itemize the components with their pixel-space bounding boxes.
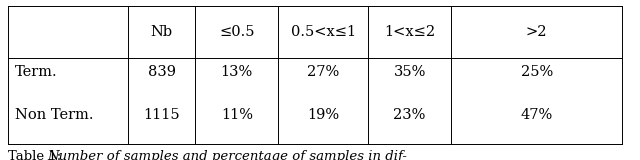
Text: 0.5<x≤1: 0.5<x≤1 bbox=[291, 25, 356, 39]
Text: ≤0.5: ≤0.5 bbox=[219, 25, 255, 39]
Text: >2: >2 bbox=[526, 25, 547, 39]
Text: Table 1:: Table 1: bbox=[8, 150, 65, 160]
Text: Nb: Nb bbox=[150, 25, 173, 39]
Text: Term.: Term. bbox=[15, 65, 58, 79]
Text: 35%: 35% bbox=[394, 65, 426, 79]
Text: Non Term.: Non Term. bbox=[15, 108, 94, 122]
Text: 11%: 11% bbox=[221, 108, 253, 122]
Text: 25%: 25% bbox=[520, 65, 553, 79]
Text: 27%: 27% bbox=[307, 65, 339, 79]
Text: 19%: 19% bbox=[307, 108, 339, 122]
Text: 1<x≤2: 1<x≤2 bbox=[384, 25, 435, 39]
Text: 47%: 47% bbox=[520, 108, 553, 122]
Text: Number of samples and percentage of samples in dif-: Number of samples and percentage of samp… bbox=[47, 150, 407, 160]
Text: 1115: 1115 bbox=[143, 108, 180, 122]
Text: 839: 839 bbox=[148, 65, 175, 79]
Text: 23%: 23% bbox=[394, 108, 426, 122]
Text: 13%: 13% bbox=[221, 65, 253, 79]
